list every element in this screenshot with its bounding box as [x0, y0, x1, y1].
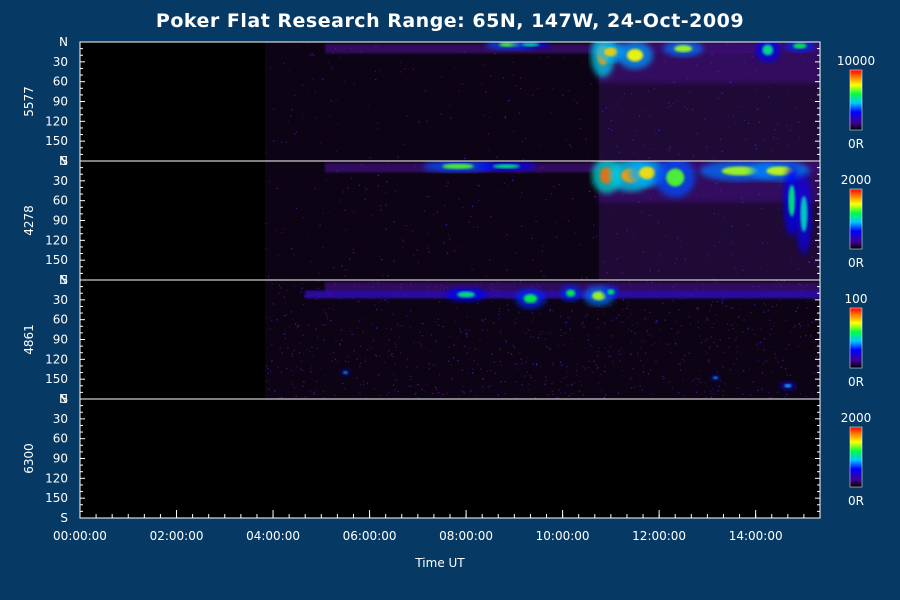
y-tick-label: 90 — [53, 214, 68, 228]
panel-image-4278 — [80, 161, 820, 280]
panel-image-5577 — [80, 42, 820, 161]
y-tick-label: N — [59, 154, 68, 168]
intensity-blob-core — [457, 291, 476, 298]
y-tick-label: 120 — [45, 114, 68, 128]
intensity-blob-core — [604, 47, 618, 57]
panel-6300: N 30 60 90 120 150 S 6300 2000 0R — [22, 392, 871, 525]
panel-image-6300 — [80, 399, 820, 518]
intensity-blob-core — [766, 166, 794, 176]
intensity-blob-core — [713, 376, 718, 380]
colorbar-min-label: 0R — [848, 256, 864, 270]
intensity-blob-core — [793, 43, 807, 49]
x-tick-label: 14:00:00 — [729, 529, 783, 543]
y-tick-label: N — [59, 392, 68, 406]
x-axis-label: Time UT — [415, 556, 465, 570]
y-tick-label: N — [59, 35, 68, 49]
y-tick-label: 150 — [45, 372, 68, 386]
x-tick-label: 02:00:00 — [150, 529, 204, 543]
panel-image-4861 — [80, 280, 820, 399]
y-tick-label: S — [60, 273, 68, 287]
y-tick-label: 30 — [53, 293, 68, 307]
panel-wavelength-label: 5577 — [22, 86, 36, 117]
intensity-blob-core — [762, 44, 774, 56]
y-tick-label: 30 — [53, 55, 68, 69]
y-tick-label: 60 — [53, 194, 68, 208]
intensity-blob-core — [666, 168, 685, 187]
y-tick-label: S — [60, 511, 68, 525]
colorbar-max-label: 10000 — [837, 54, 875, 68]
intensity-blob-core — [521, 42, 540, 47]
y-tick-label: 60 — [53, 75, 68, 89]
panel-wavelength-label: 4861 — [22, 324, 36, 355]
panel-4278: N 30 60 90 120 150 S 4278 2000 0R — [22, 154, 871, 287]
x-tick-label: 10:00:00 — [536, 529, 590, 543]
colorbar — [849, 307, 863, 369]
panel-wavelength-label: 4278 — [22, 205, 36, 236]
y-tick-label: 120 — [45, 233, 68, 247]
intensity-blob-core — [721, 166, 758, 176]
colorbar — [849, 188, 863, 250]
colorbar-min-label: 0R — [848, 137, 864, 151]
y-tick-label: 60 — [53, 313, 68, 327]
intensity-blob-core — [343, 371, 348, 374]
x-tick-label: 00:00:00 — [53, 529, 107, 543]
colorbar — [849, 426, 863, 488]
colorbar-max-label: 2000 — [841, 173, 872, 187]
intensity-blob-core — [784, 383, 792, 388]
x-tick-label: 12:00:00 — [632, 529, 686, 543]
colorbar-max-label: 100 — [845, 292, 868, 306]
y-tick-label: S — [60, 392, 68, 406]
y-tick-label: 150 — [45, 491, 68, 505]
intensity-blob-core — [523, 294, 538, 304]
intensity-blob-core — [626, 48, 644, 62]
y-tick-label: 60 — [53, 432, 68, 446]
x-tick-label: 06:00:00 — [343, 529, 397, 543]
panel-4861: N 30 60 90 120 150 S 4861 100 0R — [22, 273, 867, 406]
y-tick-label: 150 — [45, 253, 68, 267]
y-tick-label: 120 — [45, 352, 68, 366]
y-tick-label: 150 — [45, 134, 68, 148]
x-tick-label: 04:00:00 — [246, 529, 300, 543]
intensity-blob-core — [607, 289, 615, 295]
panel-5577: N 30 60 90 120 150 S 5577 10000 0R — [22, 35, 875, 168]
intensity-blob-core — [566, 289, 576, 297]
y-tick-label: N — [59, 273, 68, 287]
colorbar-min-label: 0R — [848, 494, 864, 508]
y-tick-label: 90 — [53, 333, 68, 347]
y-tick-label: 90 — [53, 95, 68, 109]
intensity-blob-core — [800, 195, 808, 232]
intensity-blob-core — [592, 291, 606, 301]
y-tick-label: 30 — [53, 412, 68, 426]
intensity-blob-core — [788, 184, 796, 217]
panel-wavelength-label: 6300 — [22, 443, 36, 474]
y-tick-label: 30 — [53, 174, 68, 188]
colorbar — [849, 69, 863, 131]
y-tick-label: S — [60, 154, 68, 168]
y-tick-label: 90 — [53, 452, 68, 466]
chart-title: Poker Flat Research Range: 65N, 147W, 24… — [155, 10, 745, 32]
intensity-blob-core — [674, 45, 693, 53]
intensity-blob-core — [638, 166, 656, 180]
x-tick-label: 08:00:00 — [439, 529, 493, 543]
colorbar-min-label: 0R — [848, 375, 864, 389]
y-tick-label: 120 — [45, 471, 68, 485]
intensity-blob-core — [492, 164, 520, 169]
colorbar-max-label: 2000 — [841, 411, 872, 425]
intensity-blob-core — [442, 163, 474, 169]
